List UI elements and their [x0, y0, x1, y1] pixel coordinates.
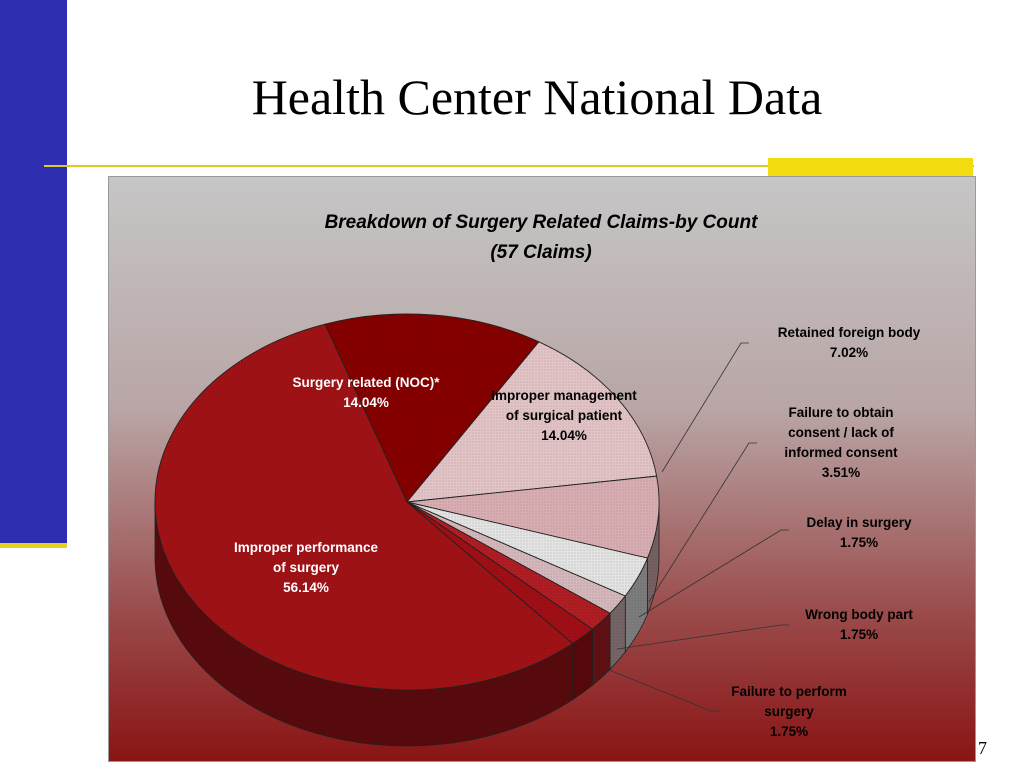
- slice-label-1-line-2: 14.04%: [541, 428, 587, 443]
- pie-slice-texture-1: [407, 341, 657, 502]
- slice-label-3-line-1: consent / lack of: [788, 425, 894, 440]
- slice-label-6-line-2: 1.75%: [770, 724, 808, 739]
- pie-slice-texture-0: [324, 314, 539, 502]
- slice-label-4-line-0: Delay in surgery: [806, 515, 912, 530]
- leader-line-2: [661, 342, 749, 473]
- pie-side-texture-4: [610, 595, 626, 670]
- pie-labels: Surgery related (NOC)* 14.04% Improper man…: [234, 325, 921, 739]
- pie-slice-texture-3: [407, 502, 648, 596]
- pie-slice-texture-4: [407, 502, 626, 614]
- title-rule: [44, 165, 974, 167]
- slice-label-4-line-1: 1.75%: [840, 535, 878, 550]
- left-accent-bar: [0, 0, 67, 545]
- slice-label-7-line-2: 56.14%: [283, 580, 329, 595]
- leader-line-5: [616, 624, 789, 650]
- slice-label-0-line-0: Surgery related (NOC)*: [292, 375, 440, 390]
- pie-side-texture-5: [592, 613, 611, 686]
- slice-label-6-line-1: surgery: [764, 704, 814, 719]
- slice-label-3-line-2: informed consent: [784, 445, 898, 460]
- slice-label-5-line-0: Wrong body part: [805, 607, 913, 622]
- pie-slice-texture-6: [407, 502, 593, 644]
- slice-label-7-line-0: Improper performance: [234, 540, 379, 555]
- leader-line-4: [638, 529, 789, 618]
- chart-subtitle: (57 Claims): [490, 242, 591, 263]
- slide-title: Health Center National Data: [251, 69, 823, 125]
- pie-side-texture-2: [647, 502, 659, 615]
- pie-leader-lines: [608, 342, 789, 712]
- pie-sides: [154, 501, 660, 747]
- page-number: 7: [978, 738, 987, 758]
- pie-slice-texture-2: [407, 476, 659, 559]
- slice-label-1-line-1: of surgical patient: [506, 408, 623, 423]
- slice-label-1-line-0: Improper management: [491, 388, 637, 403]
- pie-slice-texture-5: [407, 502, 611, 630]
- leader-line-3: [648, 442, 757, 603]
- yellow-accent-block: [768, 158, 973, 176]
- slice-label-3-line-0: Failure to obtain: [788, 405, 893, 420]
- chart-area: Breakdown of Surgery Related Claims-by C…: [108, 176, 976, 762]
- slice-label-7-line-1: of surgery: [273, 560, 340, 575]
- pie-top: [154, 313, 660, 691]
- slice-label-5-line-1: 1.75%: [840, 627, 878, 642]
- slice-label-2-line-1: 7.02%: [830, 345, 868, 360]
- pie-chart: Breakdown of Surgery Related Claims-by C…: [154, 212, 921, 747]
- pie-slice-texture-7: [155, 324, 573, 690]
- chart-title: Breakdown of Surgery Related Claims-by C…: [325, 212, 759, 233]
- pie-side-texture-3: [625, 558, 648, 652]
- slice-label-6-line-0: Failure to perform: [731, 684, 847, 699]
- left-accent-bar-base: [0, 543, 67, 548]
- slice-label-0-line-1: 14.04%: [343, 395, 389, 410]
- slice-label-3-line-3: 3.51%: [822, 465, 860, 480]
- slice-label-2-line-0: Retained foreign body: [778, 325, 921, 340]
- leader-line-6: [608, 669, 719, 712]
- pie-side-texture-6: [572, 629, 593, 700]
- pie-side-texture-7: [155, 502, 573, 746]
